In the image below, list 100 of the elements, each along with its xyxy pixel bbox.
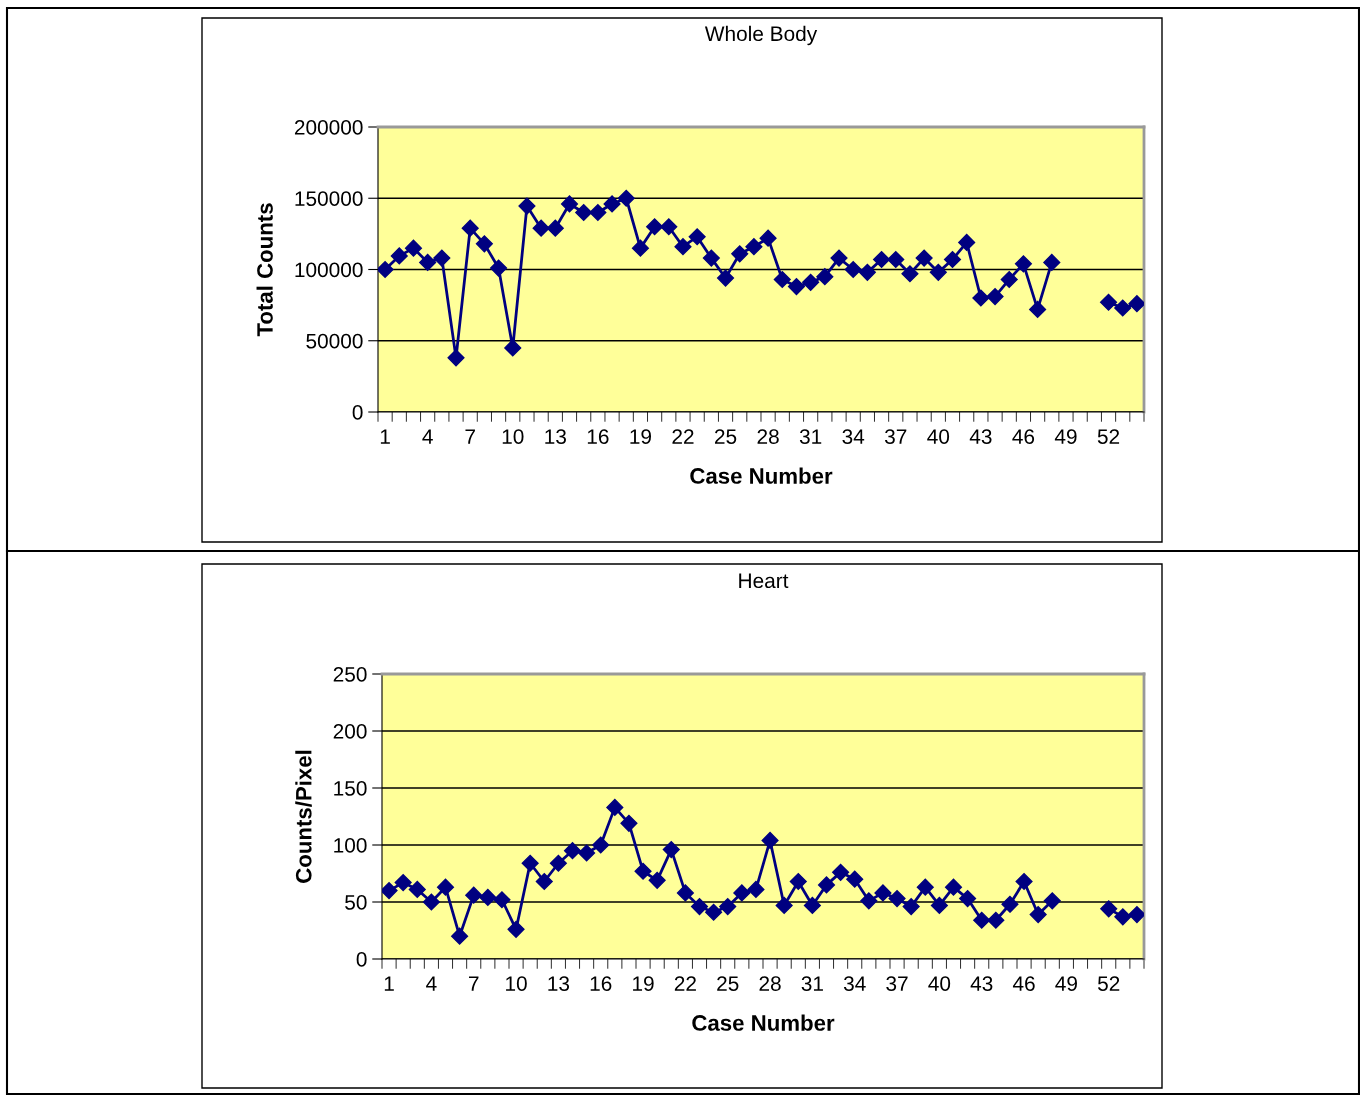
point <box>719 898 737 916</box>
point <box>648 871 666 889</box>
point <box>451 927 469 945</box>
point <box>676 884 694 902</box>
point <box>759 229 777 247</box>
x-tick-label: 16 <box>587 429 609 444</box>
x-tick-label: 7 <box>469 976 479 991</box>
point <box>688 228 706 246</box>
point <box>887 250 905 269</box>
point <box>394 874 412 892</box>
y-axis-title: Total Counts <box>256 203 273 337</box>
point <box>674 238 692 256</box>
point <box>490 259 508 277</box>
x-tick-label: 52 <box>1097 976 1120 991</box>
x-tick-label: 37 <box>884 429 907 444</box>
point <box>617 189 635 207</box>
x-tick-label: 13 <box>545 429 566 444</box>
point <box>1043 253 1061 271</box>
x-tick-label: 31 <box>799 429 822 444</box>
x-tick-label: 1 <box>384 976 394 991</box>
x-tick-label: 7 <box>465 429 475 444</box>
point <box>507 920 525 938</box>
point <box>408 880 426 899</box>
point <box>1114 299 1132 317</box>
point <box>1029 300 1047 318</box>
x-tick-label: 28 <box>757 429 779 444</box>
x-tick-label: 10 <box>502 429 524 444</box>
point <box>731 245 749 263</box>
point <box>578 844 596 862</box>
x-tick-label: 37 <box>886 976 908 991</box>
y-tick-label: 250 <box>333 667 367 682</box>
point <box>846 870 864 888</box>
point <box>493 891 511 909</box>
point <box>973 911 991 929</box>
point <box>433 249 451 267</box>
point <box>803 896 821 914</box>
x-tick-label: 31 <box>801 976 823 991</box>
point <box>747 880 765 899</box>
point <box>802 273 820 291</box>
point <box>560 195 579 213</box>
x-tick-label: 19 <box>630 429 652 444</box>
point <box>916 878 934 896</box>
point <box>775 896 793 914</box>
x-axis-title: Case Number <box>692 1014 835 1031</box>
point <box>873 250 891 269</box>
x-tick-label: 43 <box>970 976 993 991</box>
x-tick-label: 40 <box>927 429 950 444</box>
point <box>646 218 664 236</box>
point <box>549 854 567 872</box>
x-tick-label: 52 <box>1097 429 1120 444</box>
point <box>382 882 398 900</box>
point <box>1114 908 1132 926</box>
point <box>789 872 807 891</box>
point <box>465 886 483 904</box>
point <box>504 339 522 357</box>
point <box>844 260 862 279</box>
y-tick-label: 50 <box>345 895 367 910</box>
point <box>620 814 638 832</box>
y-axis-title: Counts/Pixel <box>295 750 312 883</box>
point <box>603 195 621 213</box>
point <box>447 349 465 367</box>
x-tick-label: 46 <box>1012 976 1035 991</box>
point <box>817 876 836 894</box>
x-tick-label: 40 <box>928 976 951 991</box>
x-tick-label: 4 <box>426 976 437 991</box>
point <box>702 249 720 267</box>
point <box>419 253 437 271</box>
point <box>660 218 678 236</box>
point <box>546 219 564 237</box>
point <box>1128 295 1144 313</box>
x-tick-label: 49 <box>1055 976 1077 991</box>
y-tick-label: 0 <box>352 405 363 420</box>
point <box>1014 255 1032 273</box>
x-tick-label: 4 <box>422 429 433 444</box>
x-tick-label: 46 <box>1012 429 1035 444</box>
point <box>1099 293 1118 311</box>
x-tick-label: 34 <box>842 429 865 444</box>
y-tick-label: 150000 <box>295 191 363 206</box>
point <box>1015 872 1033 891</box>
point <box>959 890 977 908</box>
point <box>888 890 906 908</box>
point <box>589 203 607 222</box>
point <box>944 878 963 896</box>
point <box>1043 892 1061 910</box>
point <box>390 247 408 265</box>
point <box>901 265 919 283</box>
point <box>902 898 920 916</box>
point <box>1100 900 1118 918</box>
point <box>943 250 962 269</box>
point <box>563 842 582 860</box>
point <box>858 263 876 281</box>
y-tick-label: 0 <box>356 952 367 967</box>
point <box>518 197 536 215</box>
point <box>874 884 892 902</box>
point <box>436 878 455 896</box>
point <box>705 903 723 921</box>
x-tick-label: 34 <box>843 976 866 991</box>
point <box>716 269 735 287</box>
x-tick-label: 28 <box>759 976 781 991</box>
point <box>631 239 649 257</box>
